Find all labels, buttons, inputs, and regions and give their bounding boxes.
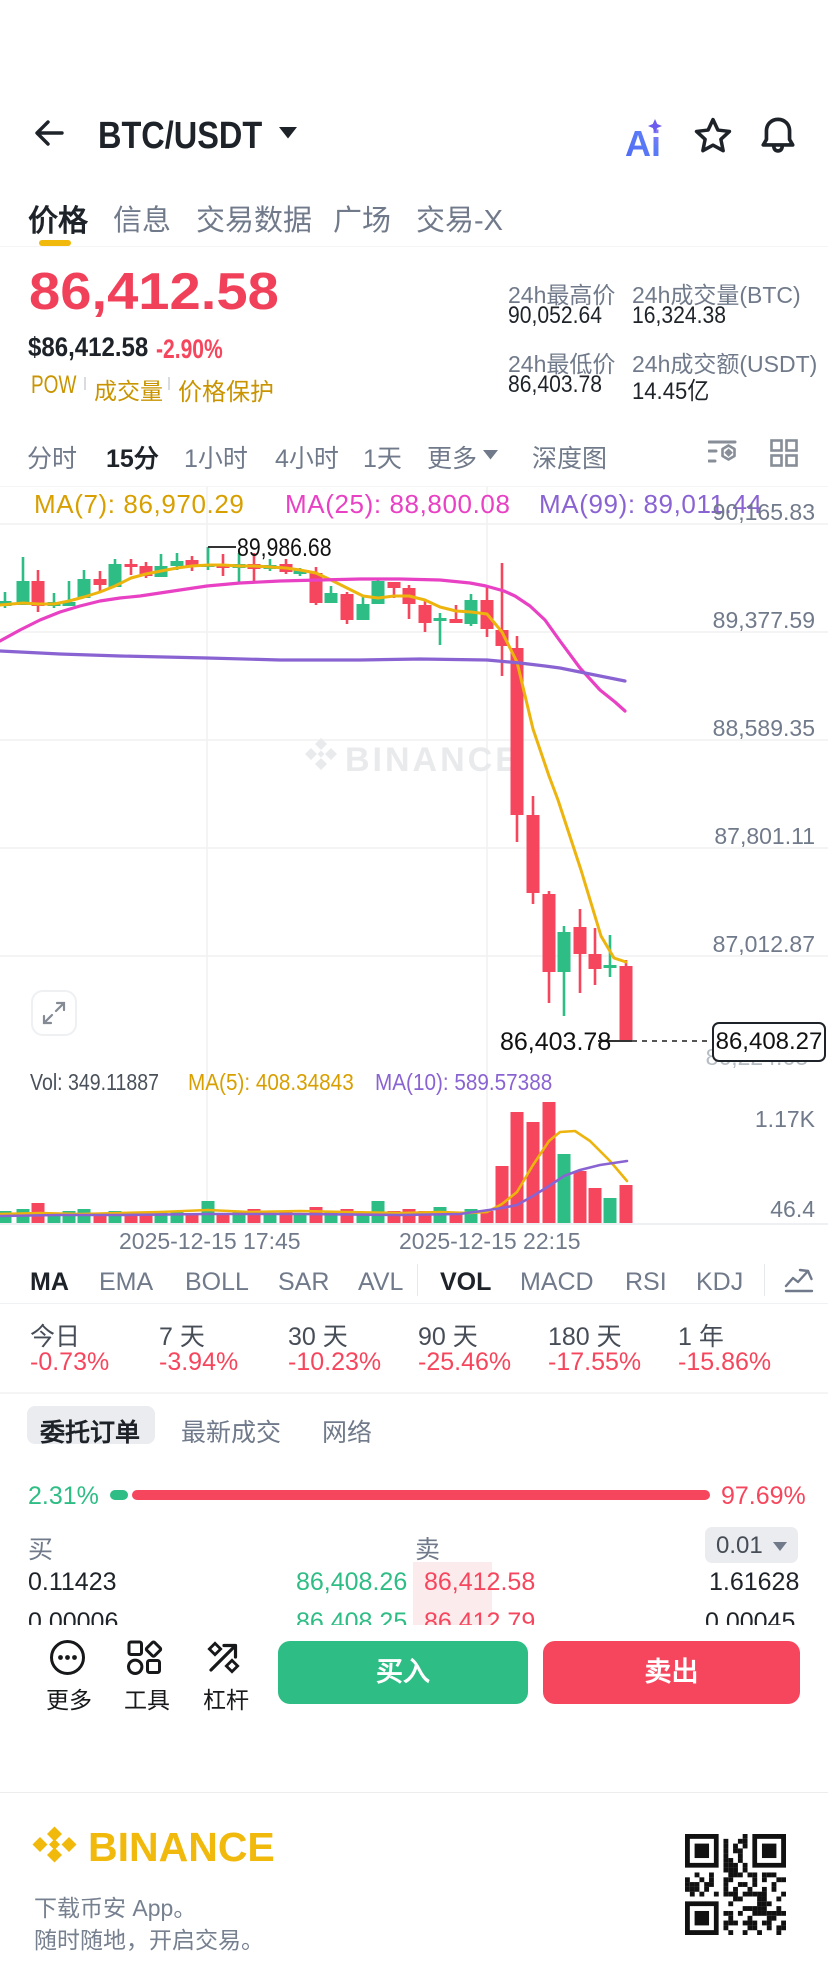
svg-text:BINANCE: BINANCE (345, 741, 521, 779)
